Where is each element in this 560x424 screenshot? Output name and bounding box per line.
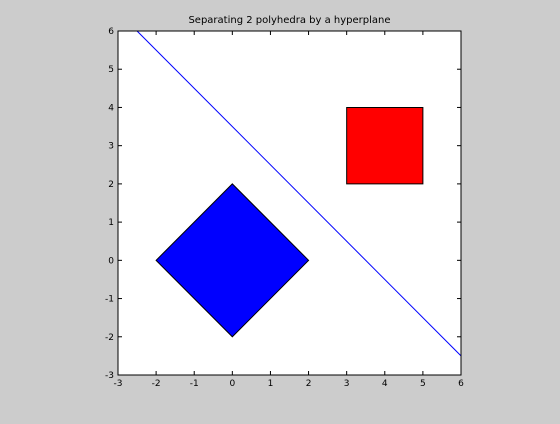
chart-title: Separating 2 polyhedra by a hyperplane — [188, 15, 390, 26]
x-tick-label: -1 — [190, 379, 199, 389]
ticks-layer: -3 -2 -1 0 1 2 3 4 5 6 -3 -2 -1 0 1 2 3 4 5 6 — [105, 27, 464, 389]
y-tick-label: 2 — [108, 180, 114, 190]
hyperplane-line — [136, 30, 462, 357]
y-tick-label: -1 — [105, 295, 114, 305]
axes-background — [118, 31, 461, 375]
y-tick-label: 6 — [108, 27, 114, 37]
polygon-square — [346, 106, 424, 185]
y-tick-label: 5 — [108, 65, 114, 75]
x-tick-label: 3 — [344, 379, 350, 389]
y-tick-label: 4 — [108, 103, 114, 113]
axes-frame — [117, 30, 462, 376]
x-tick-label: 6 — [458, 379, 464, 389]
y-tick-label: -2 — [105, 333, 114, 343]
x-tick-label: 2 — [306, 379, 312, 389]
y-tick-label: 0 — [108, 256, 114, 266]
x-tick-label: 5 — [420, 379, 426, 389]
y-tick-label: 1 — [108, 218, 114, 228]
polygon-diamond — [155, 183, 310, 338]
marks-layer — [136, 30, 462, 357]
y-tick-label: -3 — [105, 371, 114, 381]
x-tick-label: -3 — [114, 379, 123, 389]
x-tick-label: 1 — [268, 379, 274, 389]
y-tick-label: 3 — [108, 142, 114, 152]
x-tick-label: 0 — [229, 379, 235, 389]
x-tick-label: -2 — [152, 379, 161, 389]
x-tick-label: 4 — [382, 379, 388, 389]
